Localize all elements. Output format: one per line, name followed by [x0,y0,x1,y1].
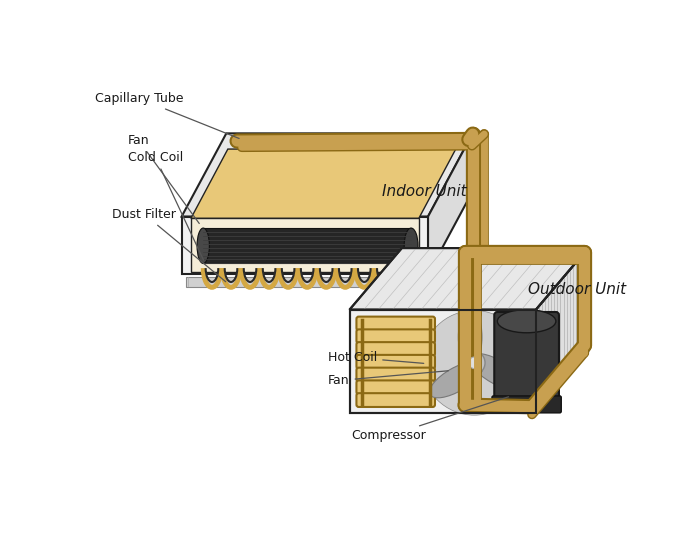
Polygon shape [428,133,472,274]
FancyBboxPatch shape [356,330,435,343]
Ellipse shape [422,310,526,415]
Text: Dust Filter: Dust Filter [112,208,225,281]
Polygon shape [349,248,588,310]
Text: Indoor Unit: Indoor Unit [382,184,466,199]
FancyBboxPatch shape [356,342,435,356]
FancyBboxPatch shape [356,355,435,369]
Ellipse shape [470,353,523,390]
Ellipse shape [458,307,482,367]
Polygon shape [349,310,536,413]
FancyBboxPatch shape [356,317,435,330]
Polygon shape [186,276,424,286]
Polygon shape [203,228,411,263]
Polygon shape [536,248,588,413]
Ellipse shape [197,228,209,263]
Ellipse shape [404,228,418,263]
Ellipse shape [497,310,556,333]
FancyBboxPatch shape [356,380,435,394]
Polygon shape [182,217,428,274]
Text: Compressor: Compressor [351,397,509,442]
Text: Fan: Fan [127,134,199,223]
Text: Capillary Tube: Capillary Tube [95,92,239,138]
Ellipse shape [430,362,483,398]
Ellipse shape [469,357,480,369]
Text: Hot Coil: Hot Coil [328,351,423,364]
Text: Fan: Fan [328,371,449,387]
Polygon shape [182,133,472,217]
Text: Outdoor Unit: Outdoor Unit [528,282,626,297]
FancyBboxPatch shape [356,368,435,382]
Text: Cold Coil: Cold Coil [127,151,204,260]
FancyBboxPatch shape [492,396,561,413]
FancyBboxPatch shape [494,312,559,404]
Polygon shape [191,149,456,218]
Ellipse shape [463,351,485,374]
FancyBboxPatch shape [356,393,435,407]
Polygon shape [191,218,419,273]
